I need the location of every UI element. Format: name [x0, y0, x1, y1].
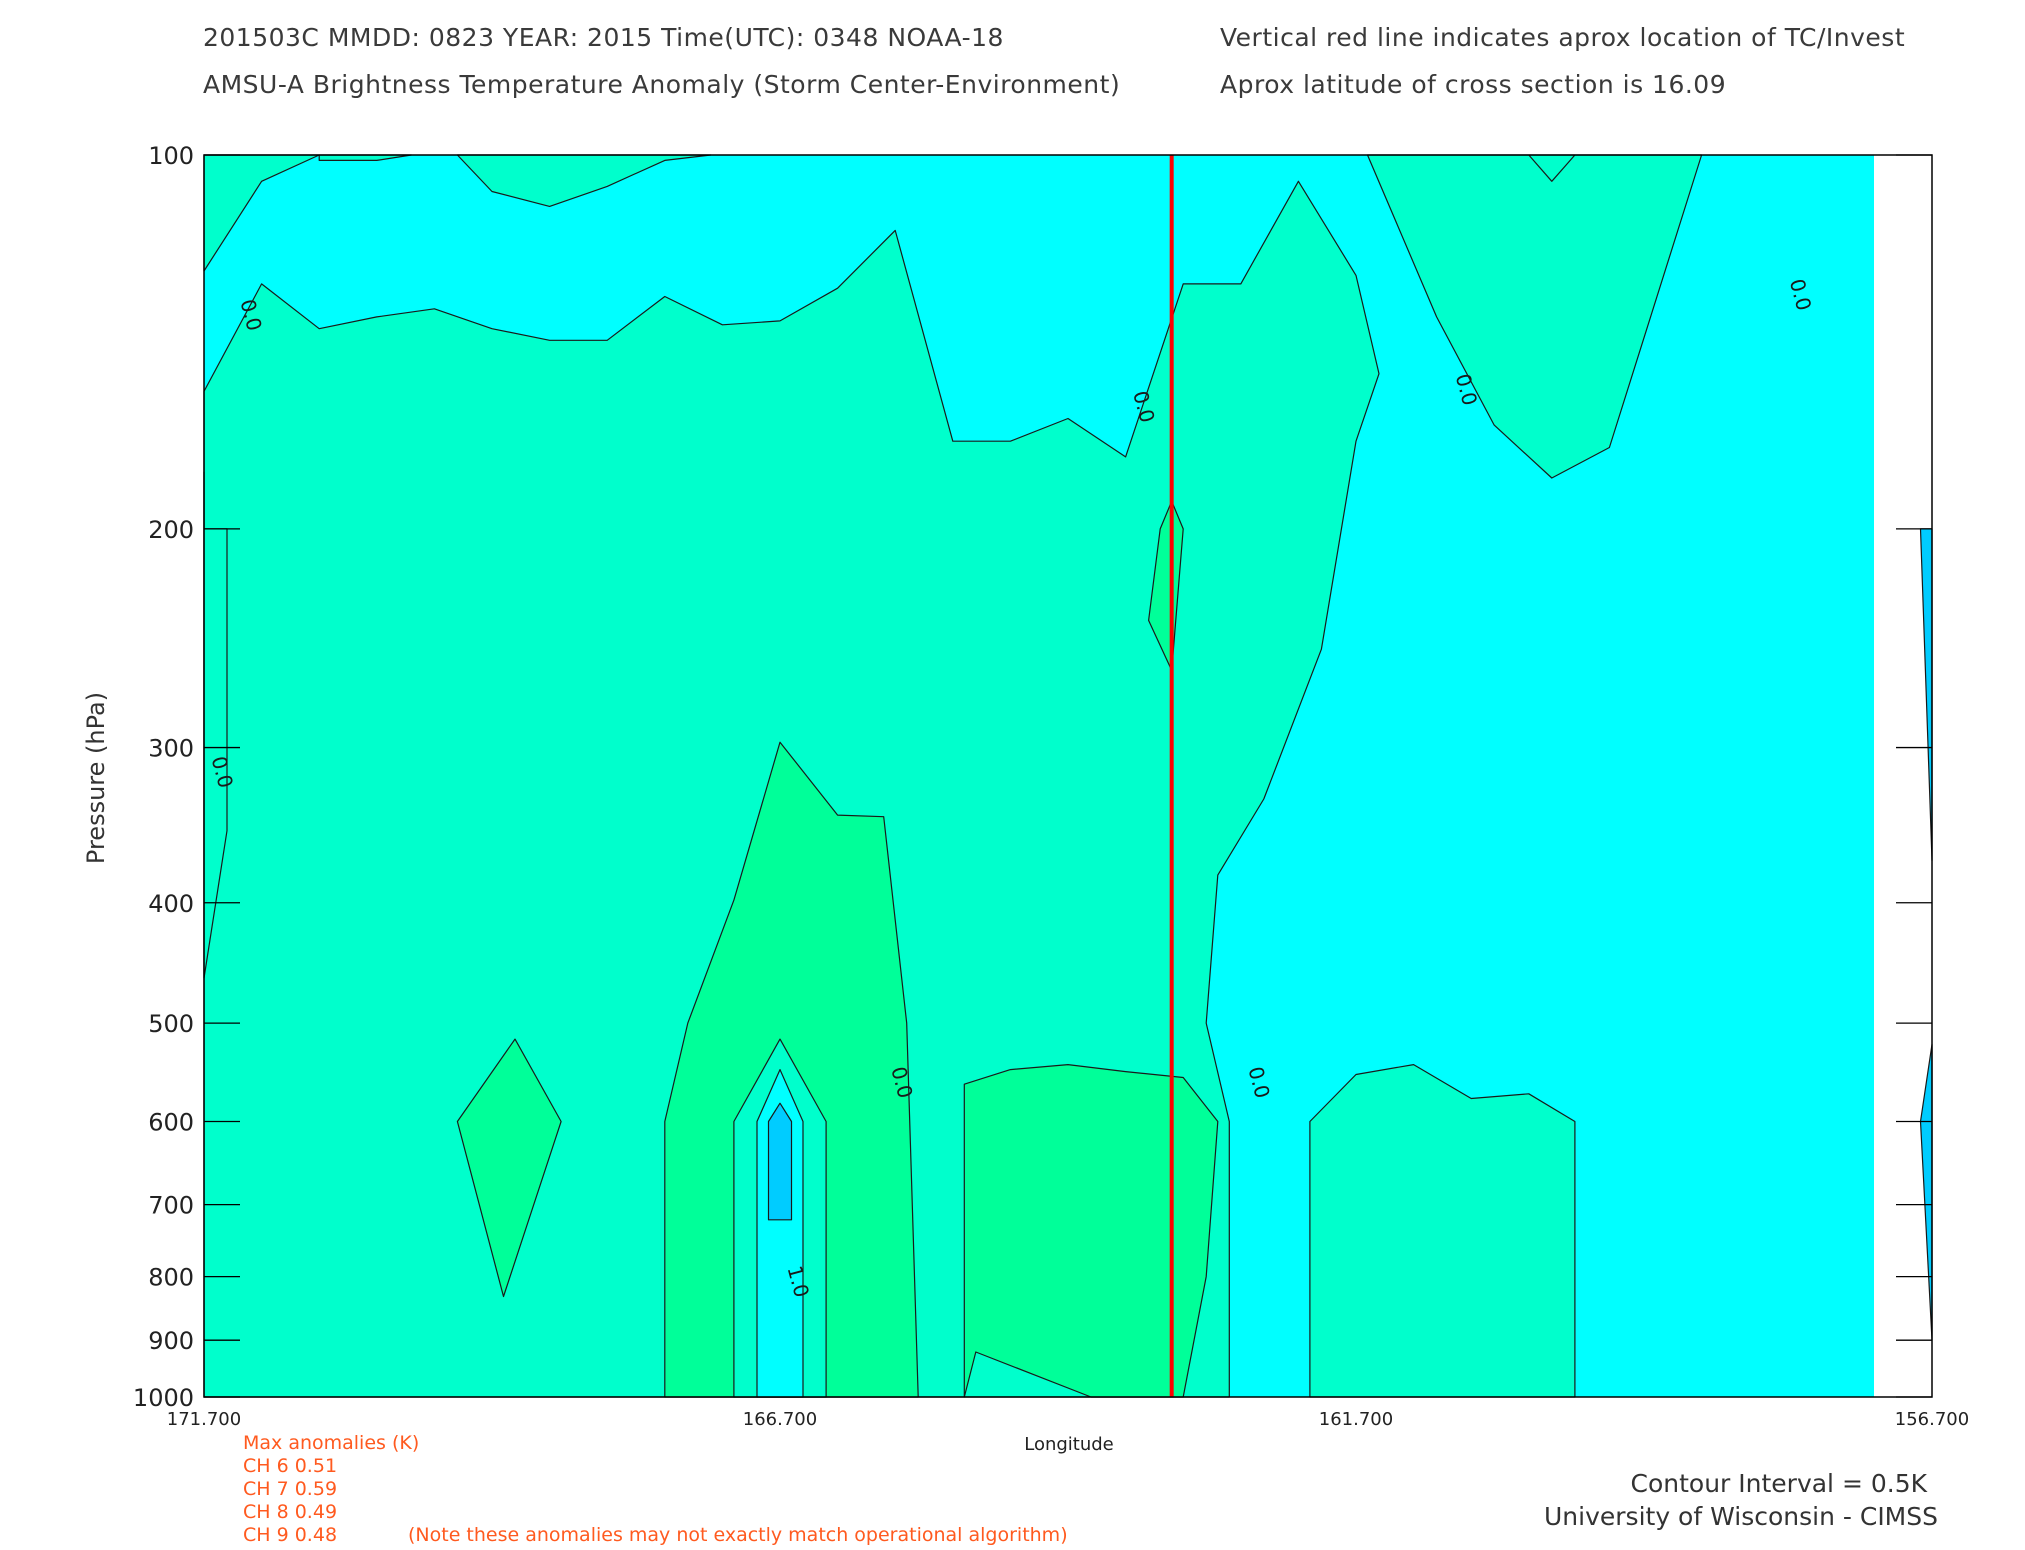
y-tick-label: 200: [148, 516, 194, 544]
x-tick-label: 161.700: [1319, 1409, 1393, 1430]
y-axis-label: Pressure (hPa): [82, 692, 110, 864]
y-tick-label: 600: [148, 1108, 194, 1136]
anomaly-row: CH 8 0.49: [243, 1501, 337, 1523]
max-anomalies-title: Max anomalies (K): [243, 1432, 419, 1454]
anomaly-row: CH 7 0.59: [243, 1478, 337, 1500]
anomaly-row: CH 9 0.48: [243, 1524, 337, 1546]
y-tick-label: 900: [148, 1327, 194, 1355]
contour-region: [1366, 154, 1703, 479]
y-tick-label: 700: [148, 1192, 194, 1220]
contour-region: [1309, 1063, 1576, 1398]
header-line1-left: 201503C MMDD: 0823 YEAR: 2015 Time(UTC):…: [203, 23, 1004, 52]
contour-region: [963, 1063, 1219, 1398]
header-line2-right: Aprox latitude of cross section is 16.09: [1220, 70, 1726, 99]
y-tick-label: 300: [148, 735, 194, 763]
contour-region: [1919, 1043, 1933, 1341]
contour-interval-label: Contour Interval = 0.5K: [1631, 1469, 1928, 1498]
contour-region: [456, 1038, 562, 1298]
x-tick-label: 156.700: [1895, 1409, 1969, 1430]
contour-region: [1147, 500, 1184, 672]
x-axis-label: Longitude: [1024, 1434, 1114, 1455]
contour-region: [1919, 528, 1933, 862]
y-tick-label: 800: [148, 1264, 194, 1292]
credit-label: University of Wisconsin - CIMSS: [1544, 1502, 1938, 1531]
plot-area: 0.00.0 0.00.00.00.0 0.01.0: [203, 154, 1933, 1398]
anomaly-note: (Note these anomalies may not exactly ma…: [408, 1524, 1068, 1546]
plot-frame: [203, 154, 1933, 1398]
max-anomalies-block: Max anomalies (K) CH 6 0.51 CH 7 0.59 CH…: [243, 1432, 1068, 1546]
header-line1-right: Vertical red line indicates aprox locati…: [1220, 23, 1905, 52]
y-tick-label: 100: [148, 142, 194, 170]
header-line2-left: AMSU-A Brightness Temperature Anomaly (S…: [203, 70, 1120, 99]
contour-region: [767, 1102, 793, 1221]
y-tick-label: 400: [148, 890, 194, 918]
x-tick-label: 171.700: [167, 1409, 241, 1430]
y-tick-label: 1000: [133, 1384, 194, 1412]
anomaly-row: CH 6 0.51: [243, 1455, 337, 1477]
y-tick-label: 500: [148, 1010, 194, 1038]
x-tick-label: 166.700: [743, 1409, 817, 1430]
